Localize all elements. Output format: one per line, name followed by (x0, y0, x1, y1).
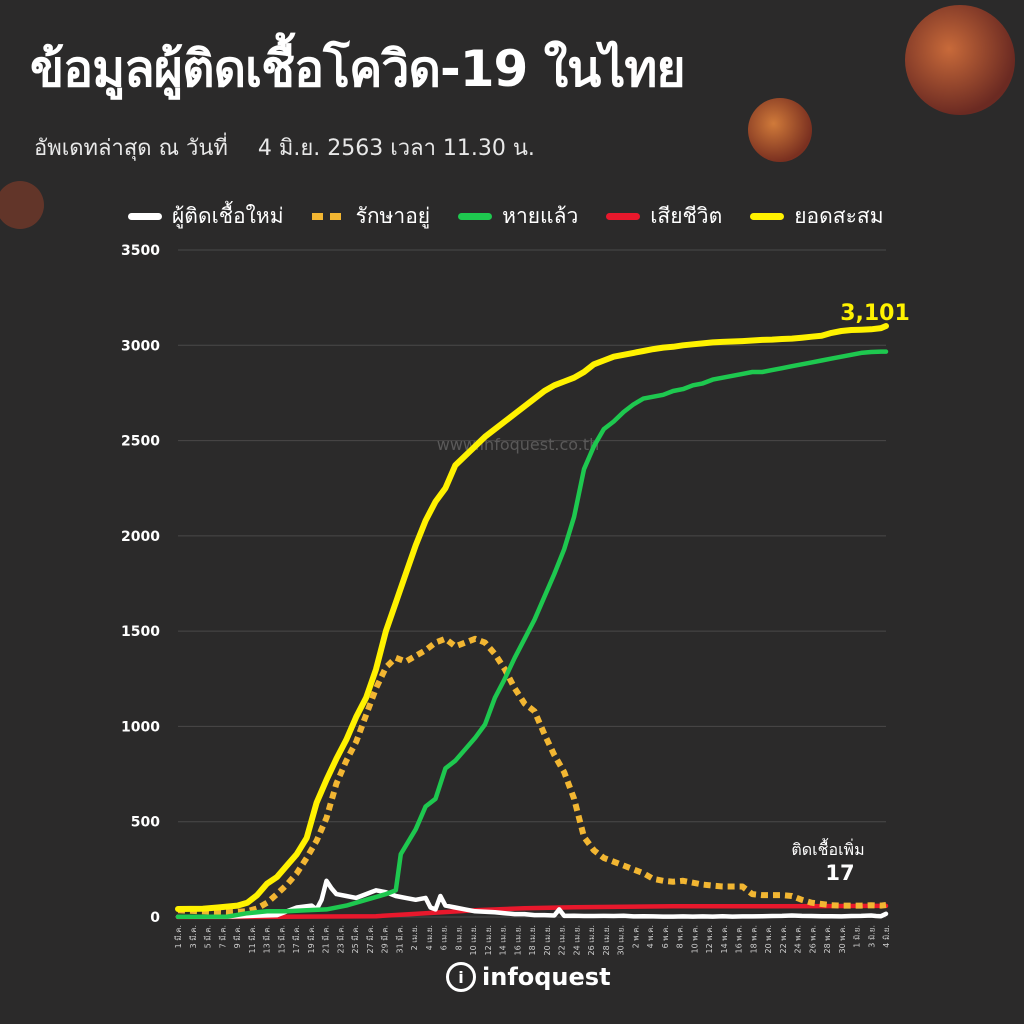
x-tick-label: 6 เม.ย. (440, 925, 449, 950)
y-tick-label: 2000 (121, 529, 160, 545)
x-tick-label: 4 พ.ค. (646, 925, 655, 948)
x-tick-label: 12 พ.ค. (705, 925, 714, 953)
x-tick-label: 16 พ.ค. (735, 925, 744, 953)
y-tick-label: 2500 (121, 434, 160, 450)
y-tick-label: 1500 (121, 624, 160, 640)
x-tick-label: 4 มิ.ย. (882, 925, 891, 948)
series-line (177, 635, 887, 916)
y-tick-label: 0 (150, 910, 160, 926)
x-tick-label: 24 เม.ย. (572, 925, 581, 956)
legend-item: ยอดสะสม (750, 200, 884, 233)
legend-label: หายแล้ว (502, 204, 579, 228)
x-tick-label: 2 พ.ค. (631, 925, 640, 948)
x-tick-label: 29 มี.ค. (381, 925, 390, 953)
x-tick-label: 8 เม.ย. (454, 925, 463, 950)
x-tick-label: 12 เม.ย. (484, 925, 493, 956)
x-tick-label: 6 พ.ค. (661, 925, 670, 948)
series-line (175, 878, 889, 920)
x-tick-label: 30 พ.ค. (838, 925, 847, 953)
x-tick-label: 28 เม.ย. (602, 925, 611, 956)
update-info: อัพเดทล่าสุด ณ วันที่ 4 มิ.ย. 2563 เวลา 1… (34, 130, 535, 165)
x-tick-label: 5 มี.ค. (204, 925, 213, 948)
page-title: ข้อมูลผู้ติดเชื้อโควิด-19 ในไทย (30, 40, 686, 98)
logo-text: infoquest (482, 963, 611, 991)
x-tick-label: 18 พ.ค. (749, 925, 758, 953)
y-tick-label: 1000 (121, 719, 160, 735)
x-tick-label: 20 พ.ค. (764, 925, 773, 953)
x-tick-label: 26 เม.ย. (587, 925, 596, 956)
x-tick-label: 24 พ.ค. (794, 925, 803, 953)
x-tick-label: 3 มิ.ย. (867, 925, 876, 948)
logo-mark-icon: i (446, 962, 476, 992)
x-tick-label: 15 มี.ค. (277, 925, 286, 953)
legend-swatch (128, 213, 162, 220)
x-tick-label: 2 เม.ย. (410, 925, 419, 950)
virus-illustration-medium (748, 98, 812, 162)
x-tick-label: 22 พ.ค. (779, 925, 788, 953)
x-tick-label: 11 มี.ค. (248, 925, 257, 953)
x-tick-label: 18 เม.ย. (528, 925, 537, 956)
x-tick-label: 26 พ.ค. (808, 925, 817, 953)
x-tick-label: 19 มี.ค. (307, 925, 316, 953)
chart-legend: ผู้ติดเชื้อใหม่ รักษาอยู่ หายแล้ว เสียชีวิต… (128, 200, 884, 233)
x-tick-label: 8 พ.ค. (676, 925, 685, 948)
virus-illustration-small (0, 181, 44, 229)
x-tick-label: 9 มี.ค. (233, 925, 242, 948)
y-tick-label: 3500 (121, 243, 160, 259)
legend-item: เสียชีวิต (606, 200, 722, 233)
watermark-text: www.infoquest.co.th (437, 435, 600, 454)
y-tick-label: 500 (131, 815, 160, 831)
legend-item: รักษาอยู่ (311, 200, 431, 233)
y-tick-label: 3000 (121, 338, 160, 354)
legend-swatch (458, 213, 493, 220)
legend-swatch (750, 213, 785, 220)
x-tick-label: 1 มิ.ย. (853, 925, 862, 948)
legend-label: รักษาอยู่ (355, 204, 431, 228)
x-tick-label: 7 มี.ค. (218, 925, 227, 948)
x-tick-label: 17 มี.ค. (292, 925, 301, 953)
x-tick-label: 1 มี.ค. (174, 925, 183, 948)
legend-label: ผู้ติดเชื้อใหม่ (172, 204, 284, 228)
legend-swatch (606, 213, 641, 220)
x-tick-label: 21 มี.ค. (322, 925, 331, 953)
series-line (175, 903, 889, 920)
x-tick-label: 28 พ.ค. (823, 925, 832, 953)
x-tick-label: 25 มี.ค. (351, 925, 360, 953)
x-tick-label: 30 เม.ย. (617, 925, 626, 956)
new-cases-caption: ติดเชื้อเพิ่ม (791, 838, 864, 859)
legend-label: ยอดสะสม (794, 204, 884, 228)
x-tick-label: 4 เม.ย. (425, 925, 434, 950)
x-tick-label: 16 เม.ย. (513, 925, 522, 956)
x-tick-label: 10 เม.ย. (469, 925, 478, 956)
x-tick-label: 31 มี.ค. (395, 925, 404, 953)
virus-illustration-large (905, 5, 1015, 115)
x-tick-label: 10 พ.ค. (690, 925, 699, 953)
x-tick-label: 3 มี.ค. (189, 925, 198, 948)
x-tick-label: 27 มี.ค. (366, 925, 375, 953)
update-label: อัพเดทล่าสุด ณ วันที่ (34, 136, 228, 161)
series-line (175, 349, 889, 920)
x-tick-label: 13 มี.ค. (263, 925, 272, 953)
total-cases-label: 3,101 (840, 301, 910, 326)
x-tick-label: 14 เม.ย. (499, 925, 508, 956)
new-cases-value: 17 (825, 861, 854, 885)
series-line (175, 323, 889, 912)
x-tick-label: 14 พ.ค. (720, 925, 729, 953)
x-tick-label: 23 มี.ค. (336, 925, 345, 953)
infoquest-logo: i infoquest (446, 962, 611, 992)
x-tick-label: 20 เม.ย. (543, 925, 552, 956)
update-date: 4 มิ.ย. 2563 เวลา 11.30 น. (257, 136, 535, 161)
legend-item: หายแล้ว (458, 200, 578, 233)
x-tick-label: 22 เม.ย. (558, 925, 567, 956)
legend-item: ผู้ติดเชื้อใหม่ (128, 200, 284, 233)
legend-label: เสียชีวิต (650, 204, 723, 228)
legend-swatch (311, 213, 346, 220)
